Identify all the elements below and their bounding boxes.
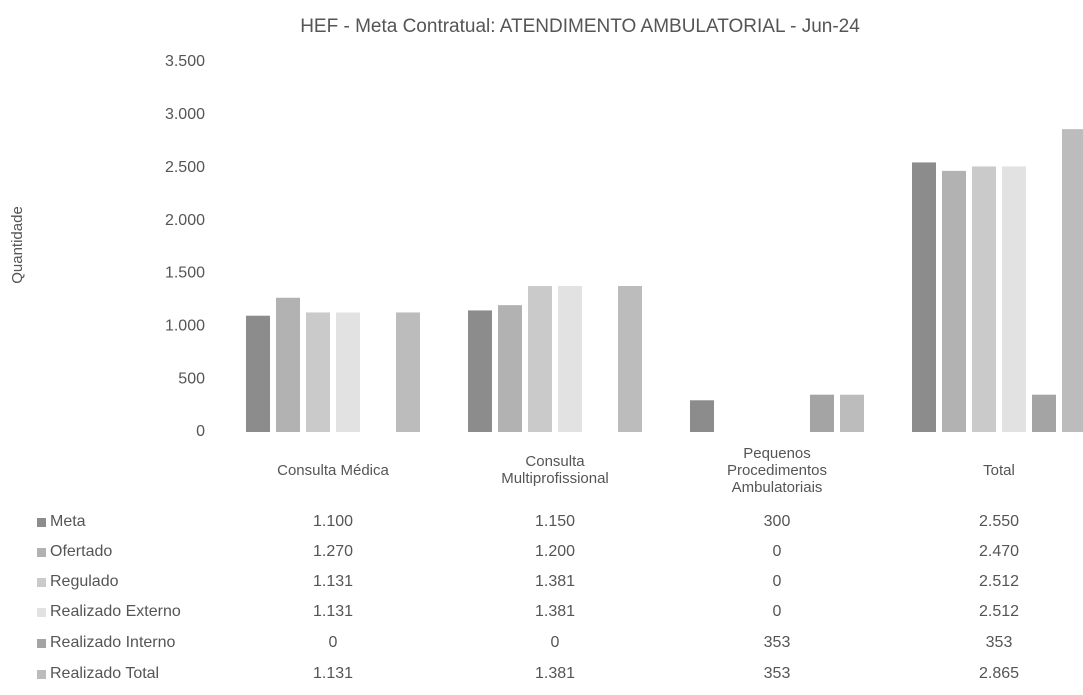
bar [1002,166,1026,432]
legend-entry: Ofertado [37,543,112,561]
legend-entry: Realizado Total [37,665,159,683]
table-cell: 2.470 [978,543,1020,560]
bar [396,312,420,432]
legend-entry: Realizado Externo [37,603,181,621]
table-cell: 1.381 [534,665,576,682]
bar [468,310,492,432]
y-tick-label: 2.500 [165,159,205,176]
legend-label: Ofertado [50,543,113,560]
table-cell: 1.381 [534,573,576,590]
bar [690,400,714,432]
table-cell: 1.200 [534,543,576,560]
y-tick-label: 2.000 [165,212,205,229]
legend-swatch [37,547,46,557]
legend-swatch [37,669,46,679]
table-cell: 1.381 [534,603,576,620]
legend-entry: Regulado [37,573,119,591]
y-tick-label: 3.500 [165,53,205,70]
legend-label: Realizado Externo [50,603,181,620]
bar [1062,129,1083,432]
table-cell: 0 [328,634,338,651]
y-axis-label: Quantidade [9,206,26,284]
legend-swatch [37,638,46,648]
bar [498,305,522,432]
table-cell: 2.865 [978,665,1020,682]
bar [246,315,270,432]
bar [912,162,936,432]
bar [528,286,552,432]
legend-label: Meta [50,513,86,530]
x-tick-label: Consulta Médica [277,461,389,479]
y-tick-label: 1.500 [165,265,205,282]
table-cell: 0 [772,603,782,620]
table-cell: 300 [763,513,791,530]
x-tick-label: Total [983,461,1015,479]
y-tick-label: 500 [178,370,205,387]
table-cell: 2.512 [978,573,1020,590]
bar [336,312,360,432]
legend-label: Realizado Total [50,665,160,682]
bar [558,286,582,432]
bar [942,170,966,432]
table-cell: 0 [772,543,782,560]
bar [618,286,642,432]
legend-label: Realizado Interno [50,634,176,651]
table-cell: 1.131 [312,603,354,620]
chart-title: HEF - Meta Contratual: ATENDIMENTO AMBUL… [300,16,860,37]
table-cell: 353 [985,634,1013,651]
table-cell: 353 [763,665,791,682]
table-cell: 1.131 [312,665,354,682]
y-tick-label: 0 [196,423,205,440]
x-tick-label: Consulta Multiprofissional [501,453,609,487]
table-cell: 0 [550,634,560,651]
table-cell: 2.550 [978,513,1020,530]
table-cell: 1.100 [312,513,354,530]
x-tick-label: Pequenos Procedimentos Ambulatoriais [726,444,828,496]
table-cell: 353 [763,634,791,651]
legend-label: Regulado [50,573,119,590]
table-cell: 1.270 [312,543,354,560]
bar [306,312,330,432]
bar [276,297,300,432]
legend-swatch [37,577,46,587]
legend-swatch [37,607,46,617]
legend-swatch [37,517,46,527]
legend-entry: Meta [37,513,86,531]
bar [1032,394,1056,432]
bar [810,394,834,432]
y-tick-label: 3.000 [165,106,205,123]
table-cell: 1.150 [534,513,576,530]
table-cell: 1.131 [312,573,354,590]
y-tick-label: 1.000 [165,318,205,335]
bar [840,394,864,432]
table-cell: 2.512 [978,603,1020,620]
table-cell: 0 [772,573,782,590]
legend-entry: Realizado Interno [37,634,175,652]
bar [972,166,996,432]
